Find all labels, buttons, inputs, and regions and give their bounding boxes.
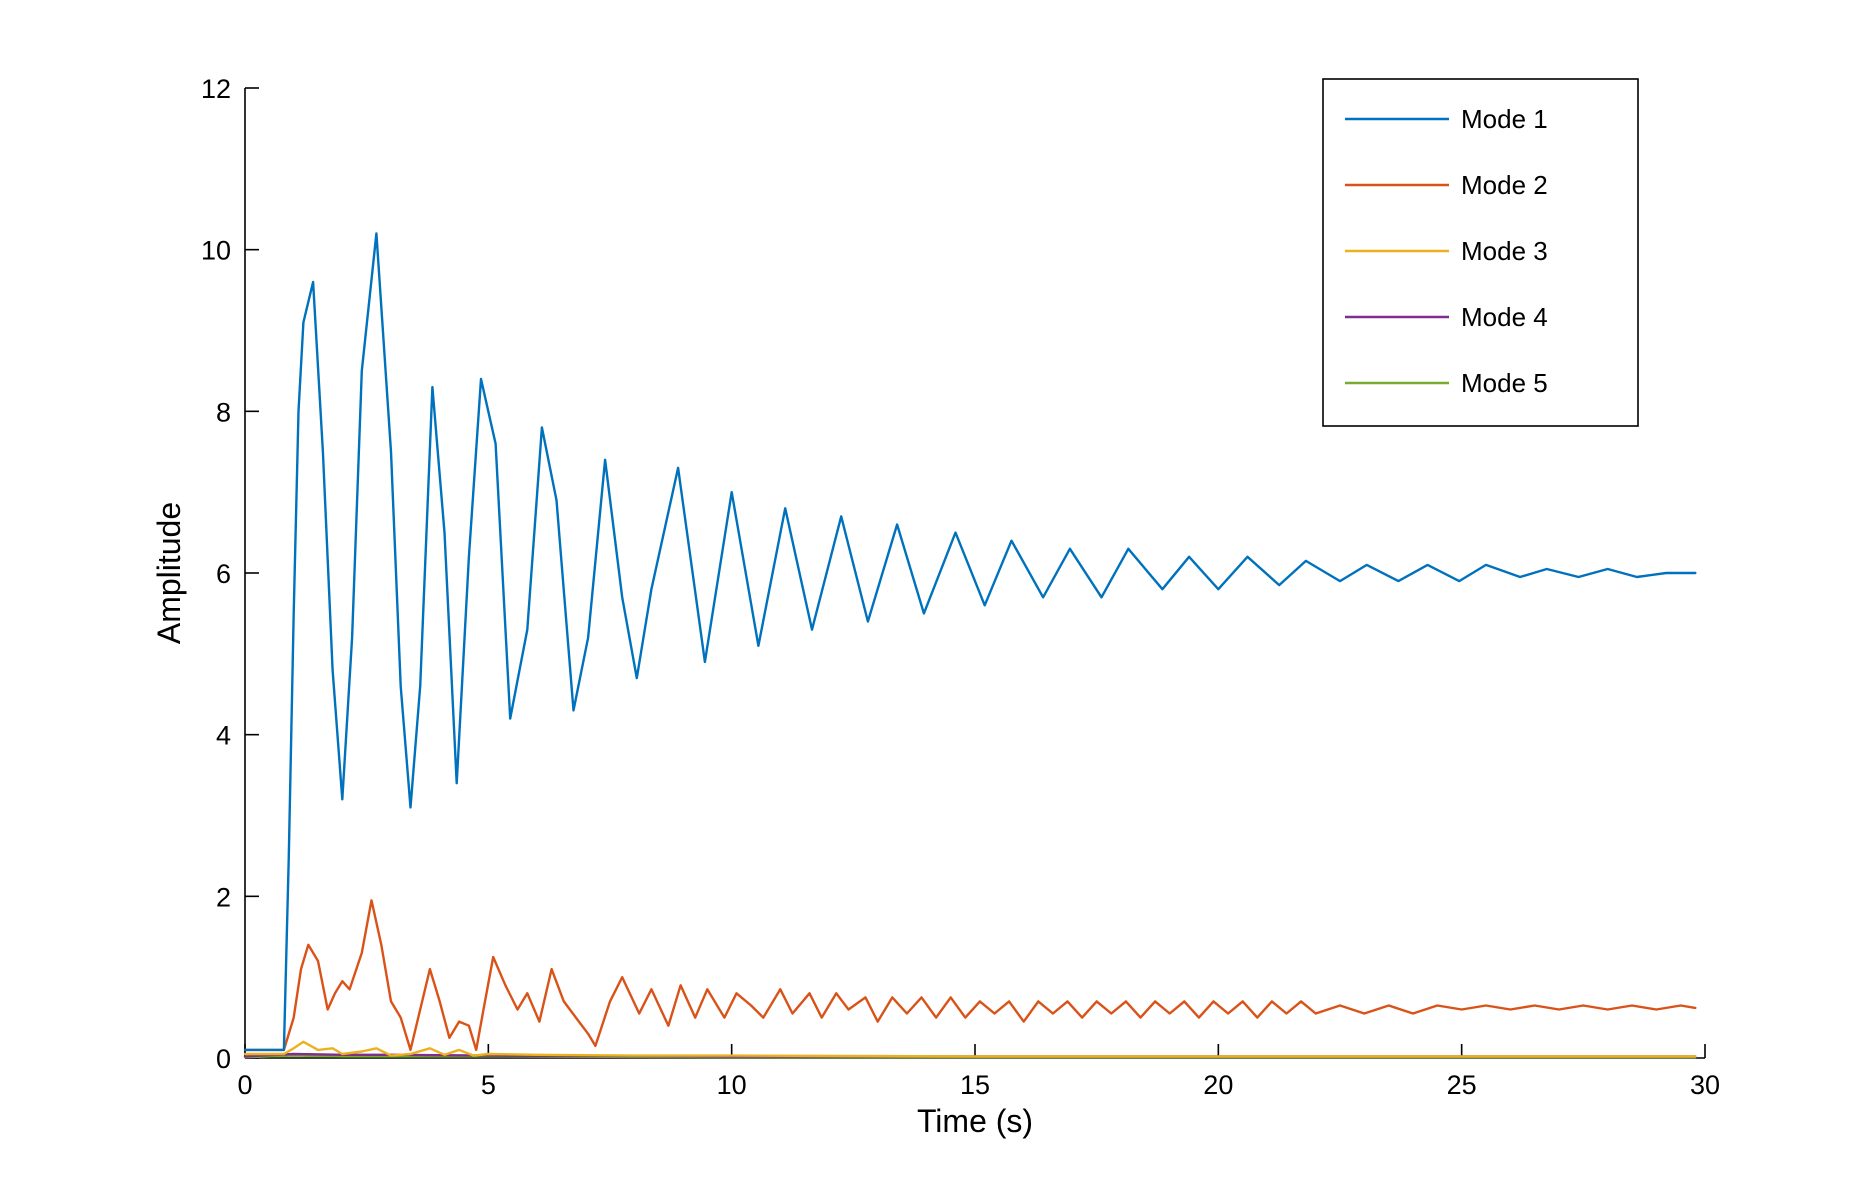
legend-label: Mode 3 xyxy=(1461,236,1548,266)
plot-area: 0 5 10 15 20 25 30 0 2 4 6 8 10 12 xyxy=(201,74,1720,1100)
y-tick-label: 2 xyxy=(216,882,231,912)
legend-item[interactable]: Mode 5 xyxy=(1345,368,1548,398)
y-tick-label: 6 xyxy=(216,559,231,589)
y-ticks: 0 2 4 6 8 10 12 xyxy=(201,74,259,1074)
x-tick-label: 20 xyxy=(1203,1070,1233,1100)
y-tick-label: 4 xyxy=(216,721,231,751)
legend-item[interactable]: Mode 2 xyxy=(1345,170,1548,200)
y-tick-label: 10 xyxy=(201,236,231,266)
legend-label: Mode 4 xyxy=(1461,302,1548,332)
x-tick-label: 0 xyxy=(237,1070,252,1100)
x-tick-label: 5 xyxy=(481,1070,496,1100)
legend-items: Mode 1 Mode 2 Mode 3 Mode 4 Mode 5 xyxy=(1345,104,1548,398)
x-axis-title: Time (s) xyxy=(917,1103,1033,1139)
y-tick-label: 0 xyxy=(216,1044,231,1074)
legend-item[interactable]: Mode 1 xyxy=(1345,104,1548,134)
x-ticks: 0 5 10 15 20 25 30 xyxy=(237,1044,1720,1100)
series-line-mode-3 xyxy=(243,1040,1697,1058)
y-tick-label: 8 xyxy=(216,397,231,427)
x-tick-label: 10 xyxy=(717,1070,747,1100)
legend[interactable]: Mode 1 Mode 2 Mode 3 Mode 4 Mode 5 xyxy=(1322,78,1639,427)
x-tick-label: 25 xyxy=(1447,1070,1477,1100)
legend-label: Mode 1 xyxy=(1461,104,1548,134)
legend-label: Mode 2 xyxy=(1461,170,1548,200)
series-lines xyxy=(243,232,1697,1059)
x-tick-label: 30 xyxy=(1690,1070,1720,1100)
y-tick-label: 12 xyxy=(201,74,231,104)
legend-box xyxy=(1322,78,1639,427)
series-line-mode-1 xyxy=(243,232,1697,1052)
legend-label: Mode 5 xyxy=(1461,368,1548,398)
series-line-mode-2 xyxy=(243,899,1697,1052)
x-tick-label: 15 xyxy=(960,1070,990,1100)
legend-item[interactable]: Mode 4 xyxy=(1345,302,1548,332)
legend-item[interactable]: Mode 3 xyxy=(1345,236,1548,266)
y-axis-title: Amplitude xyxy=(151,502,187,644)
